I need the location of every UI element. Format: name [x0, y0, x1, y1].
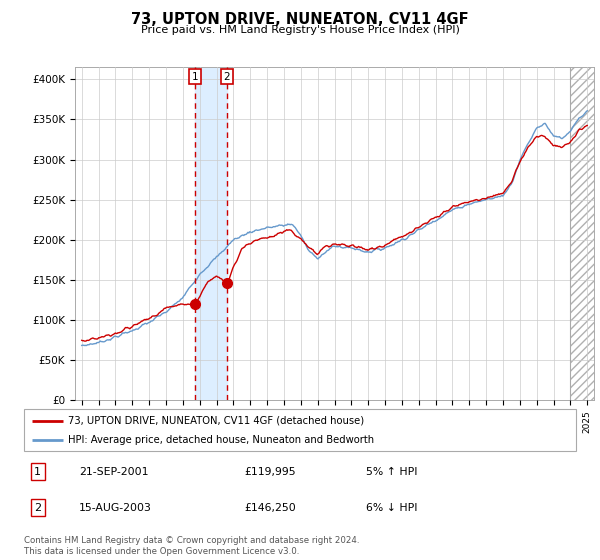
Text: £119,995: £119,995	[245, 466, 296, 477]
Bar	[195, 67, 227, 400]
Text: 2: 2	[34, 503, 41, 513]
Bar	[571, 67, 594, 400]
Text: 6% ↓ HPI: 6% ↓ HPI	[366, 503, 418, 513]
FancyBboxPatch shape	[24, 409, 576, 451]
Bar	[571, 67, 594, 400]
Text: Price paid vs. HM Land Registry's House Price Index (HPI): Price paid vs. HM Land Registry's House …	[140, 25, 460, 35]
Text: 73, UPTON DRIVE, NUNEATON, CV11 4GF: 73, UPTON DRIVE, NUNEATON, CV11 4GF	[131, 12, 469, 27]
Text: HPI: Average price, detached house, Nuneaton and Bedworth: HPI: Average price, detached house, Nune…	[68, 435, 374, 445]
Text: Contains HM Land Registry data © Crown copyright and database right 2024.
This d: Contains HM Land Registry data © Crown c…	[24, 536, 359, 556]
Text: £146,250: £146,250	[245, 503, 296, 513]
Text: 5% ↑ HPI: 5% ↑ HPI	[366, 466, 418, 477]
Text: 21-SEP-2001: 21-SEP-2001	[79, 466, 149, 477]
Text: 2: 2	[224, 72, 230, 82]
Text: 1: 1	[191, 72, 198, 82]
Text: 1: 1	[34, 466, 41, 477]
Text: 73, UPTON DRIVE, NUNEATON, CV11 4GF (detached house): 73, UPTON DRIVE, NUNEATON, CV11 4GF (det…	[68, 416, 364, 426]
Text: 15-AUG-2003: 15-AUG-2003	[79, 503, 152, 513]
